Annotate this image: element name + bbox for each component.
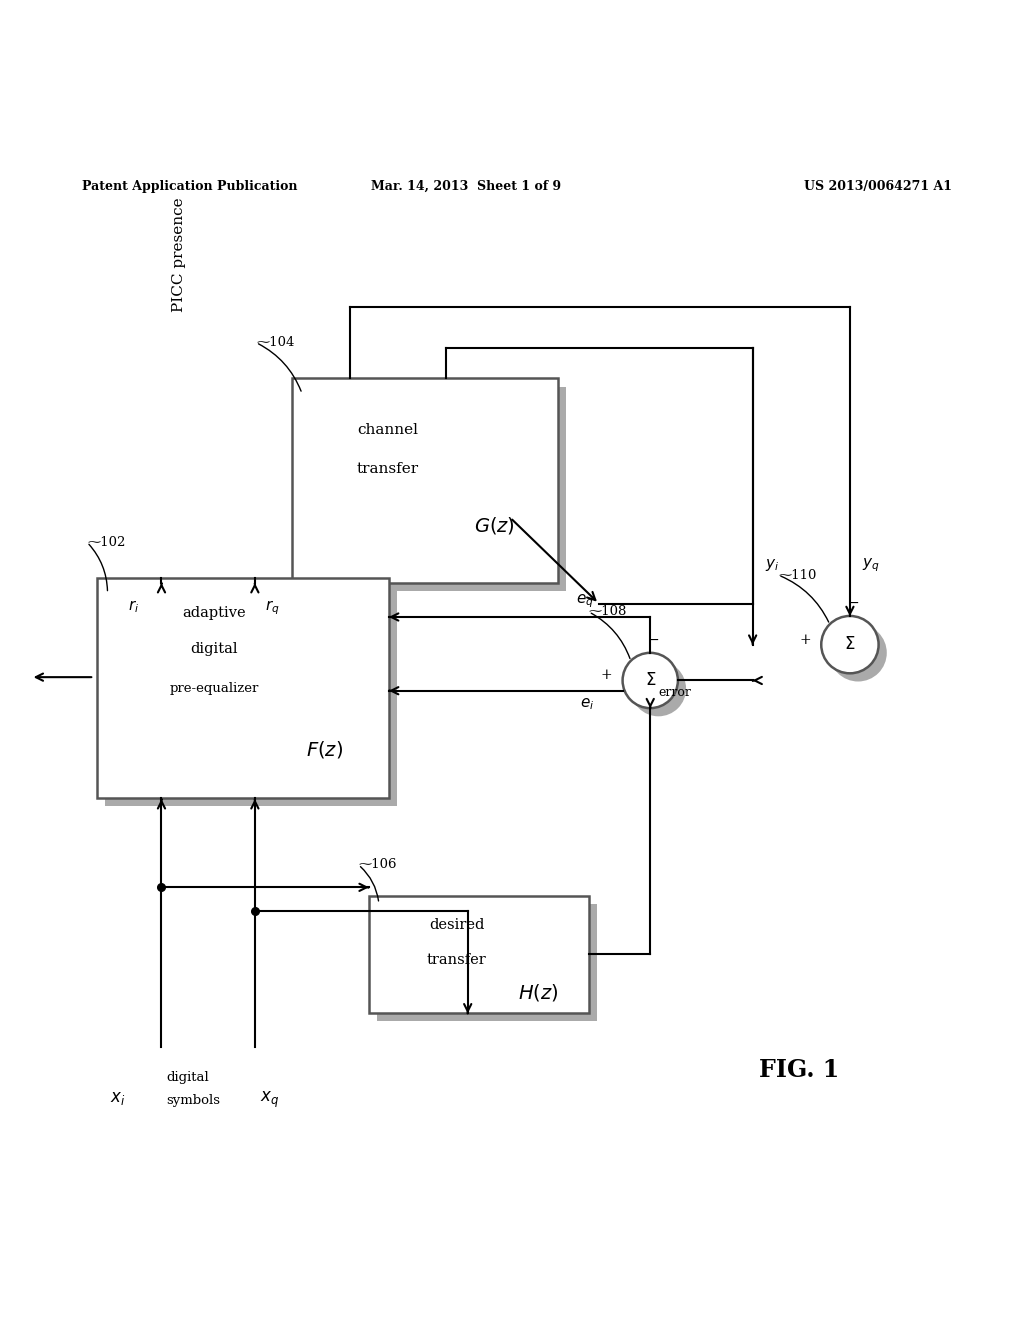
- Text: −: −: [847, 595, 859, 610]
- Text: −: −: [647, 632, 659, 647]
- Text: transfer: transfer: [356, 462, 419, 475]
- FancyBboxPatch shape: [377, 904, 597, 1022]
- FancyBboxPatch shape: [292, 379, 558, 583]
- Text: $e_q$: $e_q$: [577, 593, 594, 610]
- Text: ⁓104: ⁓104: [256, 337, 294, 348]
- Text: $r_q$: $r_q$: [265, 598, 280, 618]
- Text: adaptive: adaptive: [182, 606, 246, 620]
- Text: US 2013/0064271 A1: US 2013/0064271 A1: [804, 180, 952, 193]
- Text: PICC presence: PICC presence: [172, 197, 186, 312]
- Text: desired: desired: [429, 917, 484, 932]
- Text: ⁓110: ⁓110: [778, 569, 816, 582]
- Circle shape: [631, 661, 686, 717]
- Text: transfer: transfer: [427, 953, 486, 968]
- FancyBboxPatch shape: [105, 586, 397, 807]
- Text: $e_i$: $e_i$: [580, 696, 594, 711]
- Text: symbols: symbols: [167, 1094, 220, 1107]
- Text: $H(z)$: $H(z)$: [518, 982, 558, 1003]
- Text: Mar. 14, 2013  Sheet 1 of 9: Mar. 14, 2013 Sheet 1 of 9: [371, 180, 561, 193]
- Text: ⁓106: ⁓106: [358, 858, 397, 871]
- FancyBboxPatch shape: [97, 578, 389, 799]
- Text: $y_q$: $y_q$: [862, 557, 880, 574]
- Text: $x_q$: $x_q$: [260, 1090, 280, 1110]
- Text: digital: digital: [190, 642, 238, 656]
- Text: $\Sigma$: $\Sigma$: [844, 636, 856, 653]
- Text: $G(z)$: $G(z)$: [474, 515, 515, 536]
- Text: $r_i$: $r_i$: [128, 598, 139, 615]
- Circle shape: [829, 624, 887, 681]
- Text: pre-equalizer: pre-equalizer: [169, 681, 259, 694]
- Text: digital: digital: [167, 1071, 209, 1084]
- Text: $F(z)$: $F(z)$: [306, 739, 343, 760]
- Circle shape: [623, 653, 678, 708]
- Text: error: error: [658, 685, 691, 698]
- Circle shape: [821, 616, 879, 673]
- Text: ⁓102: ⁓102: [87, 536, 125, 549]
- Text: +: +: [800, 632, 811, 647]
- FancyBboxPatch shape: [300, 387, 566, 591]
- FancyBboxPatch shape: [369, 895, 589, 1014]
- Text: $\Sigma$: $\Sigma$: [644, 672, 656, 689]
- Text: $y_i$: $y_i$: [765, 557, 779, 573]
- Text: FIG. 1: FIG. 1: [759, 1057, 839, 1081]
- Text: ⁓108: ⁓108: [589, 606, 627, 618]
- Text: $x_i$: $x_i$: [111, 1090, 126, 1107]
- Text: +: +: [601, 668, 612, 682]
- Text: channel: channel: [357, 422, 418, 437]
- Text: Patent Application Publication: Patent Application Publication: [82, 180, 297, 193]
